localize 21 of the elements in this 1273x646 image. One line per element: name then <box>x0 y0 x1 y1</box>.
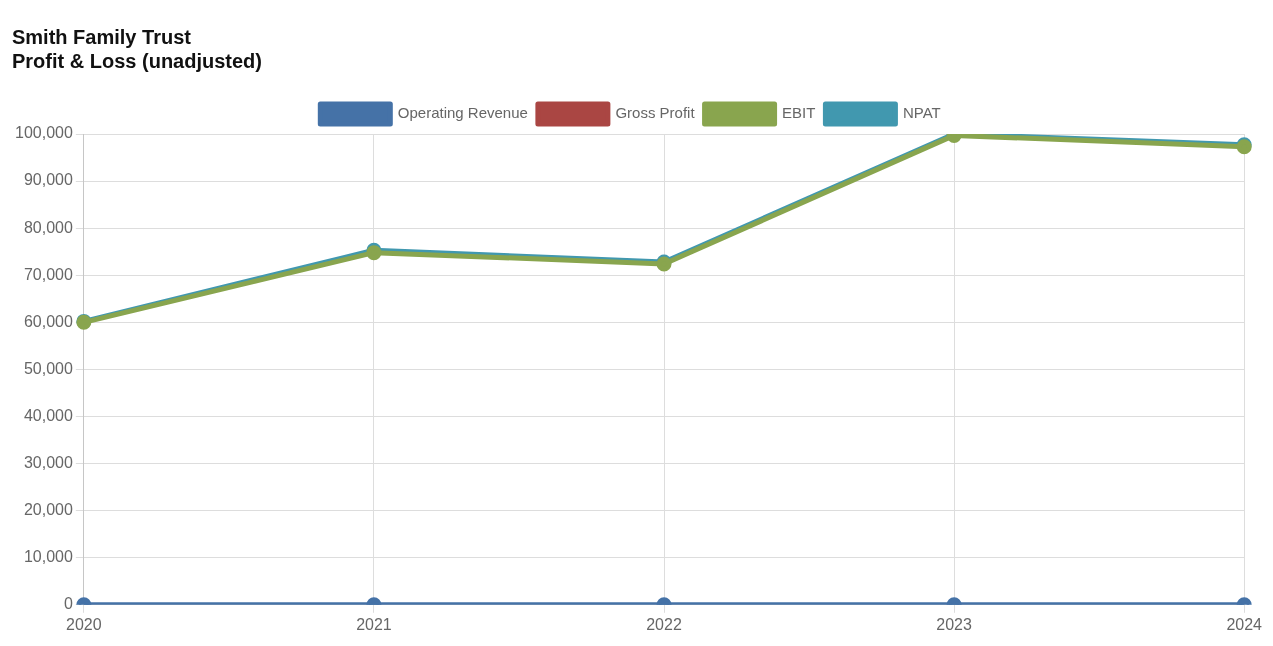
x-tick-label: 2023 <box>936 615 973 633</box>
legend-label: Operating Revenue <box>397 104 528 122</box>
y-tick-label: 100,000 <box>14 124 73 142</box>
y-tick-label: 0 <box>63 595 73 613</box>
x-tick-label: 2020 <box>66 615 102 633</box>
x-tick-label: 2024 <box>1226 615 1263 633</box>
x-tick-label: 2022 <box>646 615 682 633</box>
y-tick-label: 70,000 <box>23 265 73 283</box>
y-tick-label: 80,000 <box>23 218 73 236</box>
chart-title: Smith Family Trust Profit & Loss (unadjusted) <box>12 25 262 72</box>
y-tick-label: 40,000 <box>23 406 73 424</box>
y-tick-label: 90,000 <box>23 171 73 189</box>
y-tick-label: 30,000 <box>23 453 73 471</box>
x-tick-label: 2021 <box>356 615 392 633</box>
y-tick-label: 10,000 <box>23 548 73 566</box>
legend-label: EBIT <box>782 104 816 122</box>
y-tick-label: 20,000 <box>23 501 73 519</box>
y-tick-label: 50,000 <box>23 359 73 377</box>
y-tick-label: 60,000 <box>23 312 73 330</box>
legend-label: NPAT <box>902 104 941 122</box>
legend-label: Gross Profit <box>615 104 696 122</box>
